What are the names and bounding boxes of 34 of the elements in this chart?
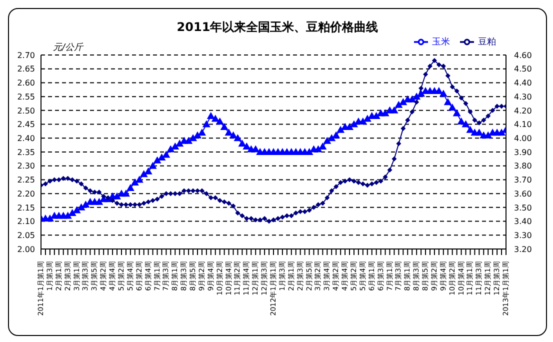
y-tick-label: 2.40: [17, 134, 35, 143]
y2-tick-label: 4.10: [514, 120, 532, 130]
y2-tick-label: 4.50: [514, 64, 532, 74]
legend-label: 豆粕: [478, 37, 496, 48]
y-tick-label: 2.60: [17, 78, 35, 88]
y2-tick-label: 3.60: [514, 189, 532, 198]
y2-tick-label: 3.90: [514, 148, 532, 157]
y-tick-label: 2.30: [17, 162, 35, 171]
y-tick-label: 2.15: [17, 203, 35, 212]
chart-title: 2011年以来全国玉米、豆粕价格曲线: [176, 19, 380, 36]
y2-tick-label: 3.20: [514, 244, 532, 254]
y2-tick-label: 4.40: [514, 78, 532, 88]
legend-label: 玉米: [432, 37, 450, 48]
y-tick-label: 2.05: [17, 230, 35, 240]
y2-tick-label: 3.50: [514, 203, 532, 212]
y-tick-label: 2.10: [17, 217, 35, 226]
y2-tick-label: 4.30: [514, 92, 532, 102]
y-tick-label: 2.70: [17, 50, 35, 60]
y2-tick-label: 3.40: [514, 217, 532, 226]
y-axis-title: 元/公斤: [53, 42, 84, 54]
y-tick-label: 2.55: [17, 92, 35, 102]
y2-tick-label: 3.70: [514, 176, 532, 185]
y-tick-label: 2.20: [17, 189, 35, 198]
y-tick-label: 2.50: [17, 106, 35, 116]
y2-tick-label: 4.00: [514, 134, 532, 143]
y2-tick-label: 3.30: [514, 230, 532, 240]
y2-tick-label: 4.60: [514, 50, 532, 60]
y-tick-label: 2.25: [17, 176, 35, 185]
y-tick-label: 2.45: [17, 120, 35, 130]
y2-tick-label: 4.20: [514, 106, 532, 116]
y-tick-label: 2.65: [17, 64, 35, 74]
y-tick-label: 2.35: [17, 148, 35, 157]
y-tick-label: 2.00: [17, 244, 35, 254]
y2-tick-label: 3.80: [514, 162, 532, 171]
